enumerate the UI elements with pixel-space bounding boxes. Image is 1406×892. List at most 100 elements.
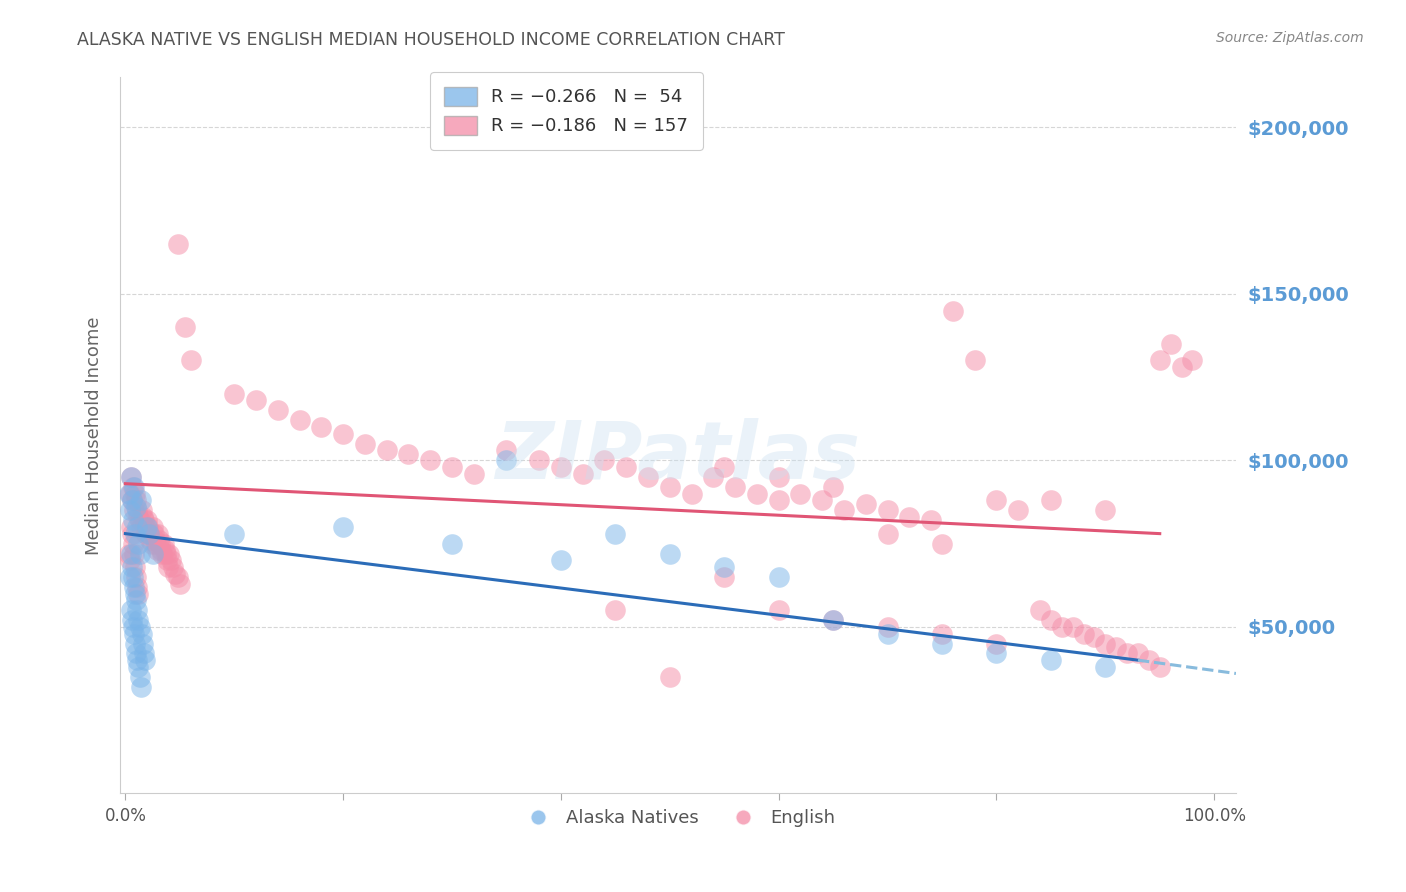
Point xyxy=(120,547,142,561)
Point xyxy=(139,533,162,548)
Point xyxy=(267,403,290,417)
Point xyxy=(122,547,145,561)
Point xyxy=(332,520,354,534)
Point xyxy=(122,580,145,594)
Point xyxy=(127,603,149,617)
Point xyxy=(125,500,148,514)
Point xyxy=(876,503,898,517)
Point xyxy=(614,460,637,475)
Point xyxy=(118,547,141,561)
Point xyxy=(118,486,141,500)
Point xyxy=(823,613,845,627)
Point xyxy=(1149,660,1171,674)
Point xyxy=(441,460,464,475)
Point xyxy=(986,493,1008,508)
Point xyxy=(1094,660,1116,674)
Point xyxy=(153,543,176,558)
Point xyxy=(441,536,464,550)
Point xyxy=(121,560,143,574)
Point xyxy=(832,503,855,517)
Point xyxy=(143,533,166,548)
Point xyxy=(157,547,180,561)
Point xyxy=(571,467,593,481)
Point xyxy=(142,547,165,561)
Point xyxy=(120,603,142,617)
Point xyxy=(120,520,142,534)
Point xyxy=(1039,653,1062,667)
Point xyxy=(658,480,681,494)
Point xyxy=(122,480,145,494)
Point xyxy=(288,413,311,427)
Point xyxy=(593,453,616,467)
Point xyxy=(931,626,953,640)
Point xyxy=(146,543,169,558)
Point xyxy=(162,560,184,574)
Point xyxy=(1007,503,1029,517)
Point xyxy=(127,580,149,594)
Point xyxy=(768,470,790,484)
Text: Source: ZipAtlas.com: Source: ZipAtlas.com xyxy=(1216,31,1364,45)
Point xyxy=(125,493,148,508)
Point xyxy=(136,513,159,527)
Point xyxy=(152,536,174,550)
Point xyxy=(658,670,681,684)
Point xyxy=(605,603,627,617)
Point xyxy=(354,436,377,450)
Point xyxy=(120,470,142,484)
Point xyxy=(169,576,191,591)
Point xyxy=(124,526,146,541)
Point xyxy=(332,426,354,441)
Point xyxy=(702,470,724,484)
Point xyxy=(128,513,150,527)
Point xyxy=(1094,636,1116,650)
Point xyxy=(121,493,143,508)
Point xyxy=(789,486,811,500)
Point xyxy=(146,526,169,541)
Point xyxy=(942,303,965,318)
Point xyxy=(713,560,735,574)
Point xyxy=(174,320,197,334)
Point xyxy=(120,470,142,484)
Point xyxy=(127,613,149,627)
Point xyxy=(1116,647,1139,661)
Point xyxy=(419,453,441,467)
Point xyxy=(121,526,143,541)
Point xyxy=(898,510,921,524)
Point xyxy=(125,593,148,607)
Point xyxy=(1062,620,1084,634)
Point xyxy=(118,553,141,567)
Point xyxy=(145,536,167,550)
Point xyxy=(122,626,145,640)
Point xyxy=(823,613,845,627)
Point xyxy=(931,636,953,650)
Text: ALASKA NATIVE VS ENGLISH MEDIAN HOUSEHOLD INCOME CORRELATION CHART: ALASKA NATIVE VS ENGLISH MEDIAN HOUSEHOL… xyxy=(77,31,785,49)
Point xyxy=(121,493,143,508)
Y-axis label: Median Household Income: Median Household Income xyxy=(86,316,103,555)
Point xyxy=(131,626,153,640)
Point xyxy=(156,553,179,567)
Point xyxy=(138,526,160,541)
Point xyxy=(398,447,420,461)
Point xyxy=(1160,336,1182,351)
Point xyxy=(134,653,156,667)
Point xyxy=(495,443,517,458)
Point xyxy=(166,570,188,584)
Point xyxy=(1039,613,1062,627)
Point xyxy=(224,526,246,541)
Point xyxy=(131,503,153,517)
Point xyxy=(149,536,172,550)
Point xyxy=(118,486,141,500)
Point xyxy=(713,570,735,584)
Point xyxy=(876,626,898,640)
Point xyxy=(495,453,517,467)
Point xyxy=(1039,493,1062,508)
Point xyxy=(550,553,572,567)
Point xyxy=(129,680,152,694)
Text: ZIPatlas: ZIPatlas xyxy=(495,417,860,496)
Point xyxy=(128,670,150,684)
Point xyxy=(129,493,152,508)
Point xyxy=(132,636,155,650)
Point xyxy=(124,560,146,574)
Point xyxy=(768,603,790,617)
Point xyxy=(150,543,173,558)
